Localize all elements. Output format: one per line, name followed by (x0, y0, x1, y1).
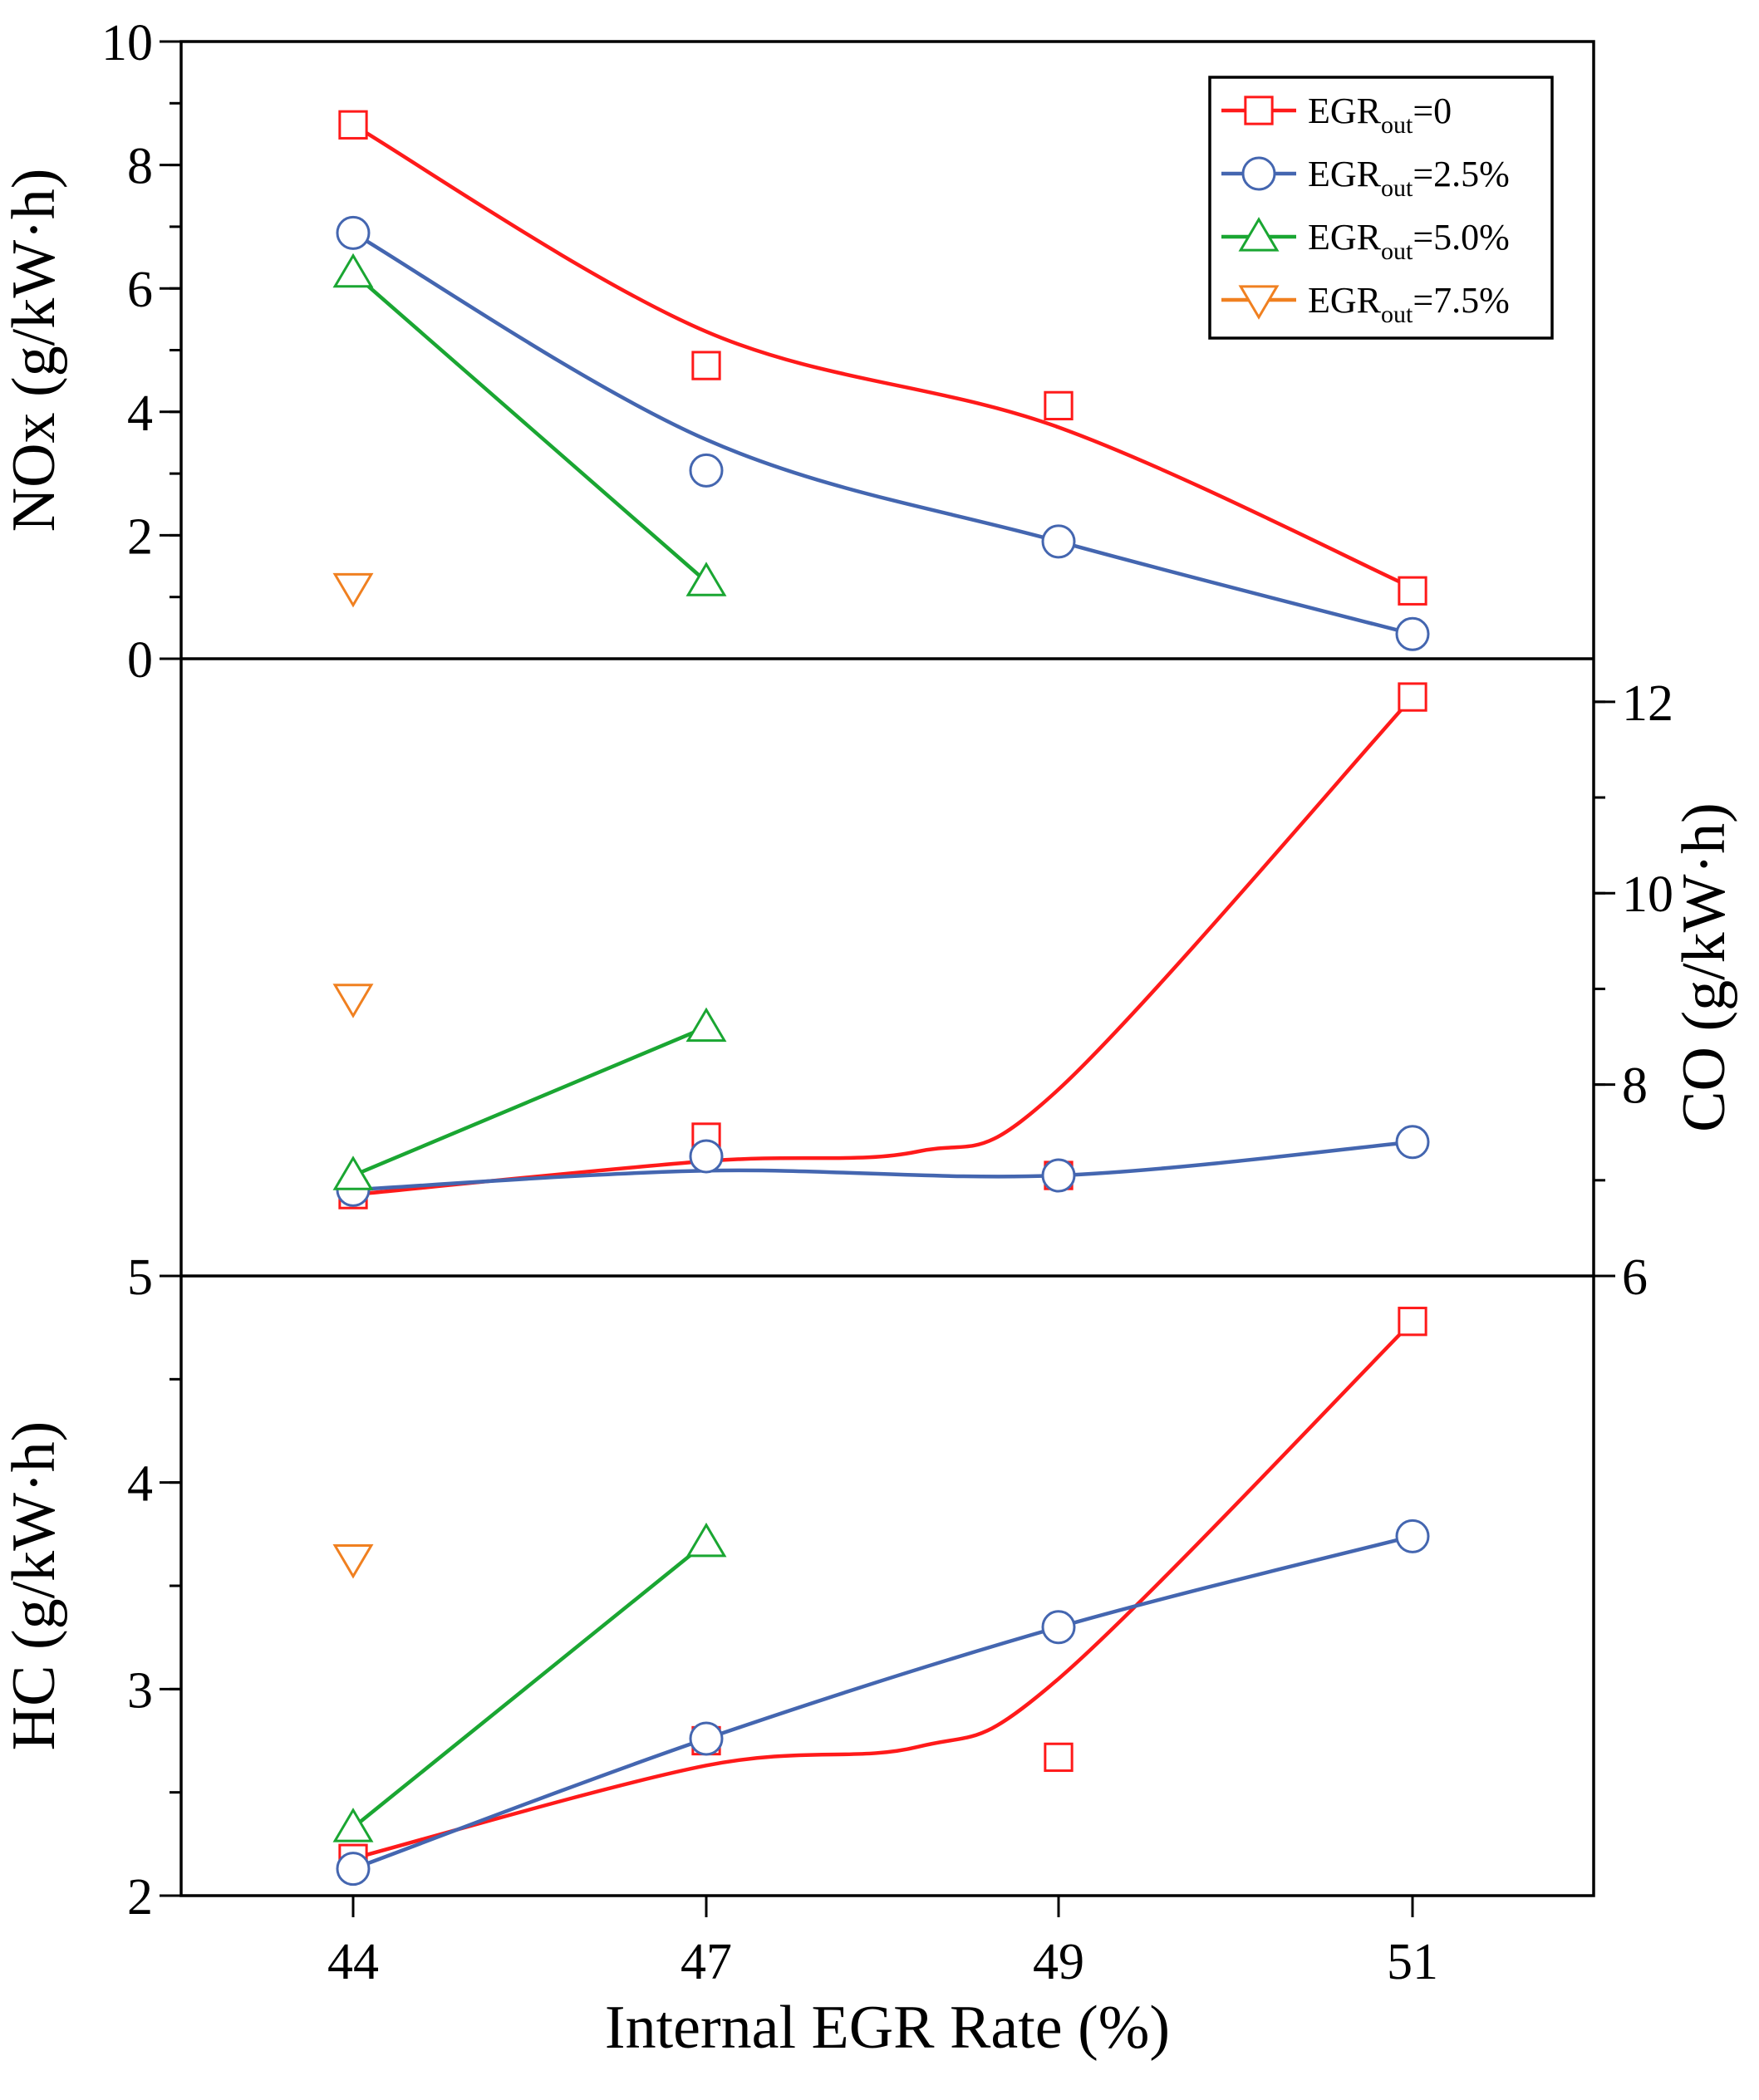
legend: EGRout=0 EGRout=2.5% EGRout=5.0% EGRout=7.5… (1208, 76, 1554, 340)
data-point-eg50 (332, 1155, 374, 1190)
panel-hc: 2 3 4 5 HC (g/kW·h) (0, 1249, 1430, 1926)
x-axis-title: Internal EGR Rate (%) (605, 1994, 1170, 2062)
y-tick-label: 12 (1622, 675, 1673, 732)
data-point-eg25 (1041, 1610, 1076, 1645)
data-point-eg75 (332, 984, 374, 1018)
legend-label: EGRout=2.5% (1308, 154, 1510, 202)
data-point-eg25 (336, 215, 371, 250)
data-point-eg25 (689, 1139, 724, 1174)
data-point-eg25 (1395, 1125, 1430, 1160)
series-line-eg0 (351, 123, 1413, 590)
data-point-eg0 (1398, 576, 1427, 606)
x-tick-label: 51 (1387, 1934, 1438, 1990)
legend-marker (1238, 217, 1280, 252)
data-point-eg50 (685, 562, 727, 596)
x-tick-label: 49 (1033, 1934, 1084, 1990)
y-tick-label: 0 (127, 632, 153, 689)
panel-nox: 0 2 4 6 8 10 NOx (g/kW·h) (0, 15, 1430, 689)
data-point-eg25 (1395, 616, 1430, 651)
data-point-eg25 (336, 1852, 371, 1887)
series-line-eg25 (352, 1534, 1413, 1871)
data-point-eg0 (1044, 1742, 1074, 1773)
y-tick-label: 10 (1622, 866, 1673, 923)
y-tick-label: 3 (127, 1662, 153, 1719)
data-point-eg25 (1041, 1158, 1076, 1193)
data-point-eg75 (332, 572, 374, 608)
data-point-eg0 (1398, 682, 1427, 712)
data-point-eg50 (332, 253, 374, 288)
y-tick-label: 2 (127, 508, 153, 565)
y-tick-label: 2 (127, 1869, 153, 1926)
plot-frame (179, 40, 1595, 1897)
data-point-eg25 (1041, 524, 1076, 559)
series-line-eg0 (352, 695, 1414, 1197)
y-axis-title-nox: NOx (g/kW·h) (0, 169, 68, 532)
legend-label: EGRout=0 (1308, 91, 1452, 139)
y-axis-title-hc: HC (g/kW·h) (0, 1421, 68, 1751)
legend-label: EGRout=5.0% (1308, 217, 1510, 265)
series-line-eg0 (352, 1320, 1414, 1861)
data-point-eg50 (685, 1007, 727, 1043)
x-tick-label: 44 (327, 1934, 379, 1990)
data-point-eg0 (338, 110, 368, 140)
data-point-eg25 (689, 1721, 724, 1756)
legend-marker (1244, 96, 1274, 125)
y-tick-label: 4 (127, 385, 153, 442)
data-point-eg0 (691, 351, 721, 380)
data-point-eg50 (332, 1808, 374, 1842)
y-tick-label: 6 (1622, 1249, 1648, 1306)
data-point-eg0 (1044, 390, 1074, 421)
data-point-eg25 (689, 453, 724, 488)
legend-marker (1241, 156, 1276, 191)
data-point-eg25 (1395, 1519, 1430, 1553)
series-line-eg50 (352, 1025, 707, 1178)
series-line-eg50 (351, 271, 708, 583)
legend-label: EGRout=7.5% (1308, 280, 1510, 328)
y-tick-label: 10 (101, 15, 153, 71)
y-tick-label: 8 (127, 139, 153, 195)
series-line-eg50 (351, 1541, 708, 1829)
y-tick-label: 6 (127, 262, 153, 318)
y-tick-label: 4 (127, 1456, 153, 1513)
y-axis-title-co: CO (g/kW·h) (1670, 802, 1738, 1132)
series-line-eg25 (352, 1140, 1413, 1192)
x-tick-label: 47 (681, 1934, 732, 1990)
panel-co: 6 8 10 12 CO (g/kW·h) (332, 675, 1738, 1306)
data-point-eg0 (1398, 1307, 1427, 1337)
data-point-eg50 (685, 1522, 727, 1558)
legend-marker (1238, 285, 1280, 320)
data-point-eg75 (332, 1544, 374, 1579)
series-line-eg25 (351, 231, 1413, 636)
y-tick-label: 5 (127, 1249, 153, 1306)
y-tick-label: 8 (1622, 1058, 1648, 1115)
